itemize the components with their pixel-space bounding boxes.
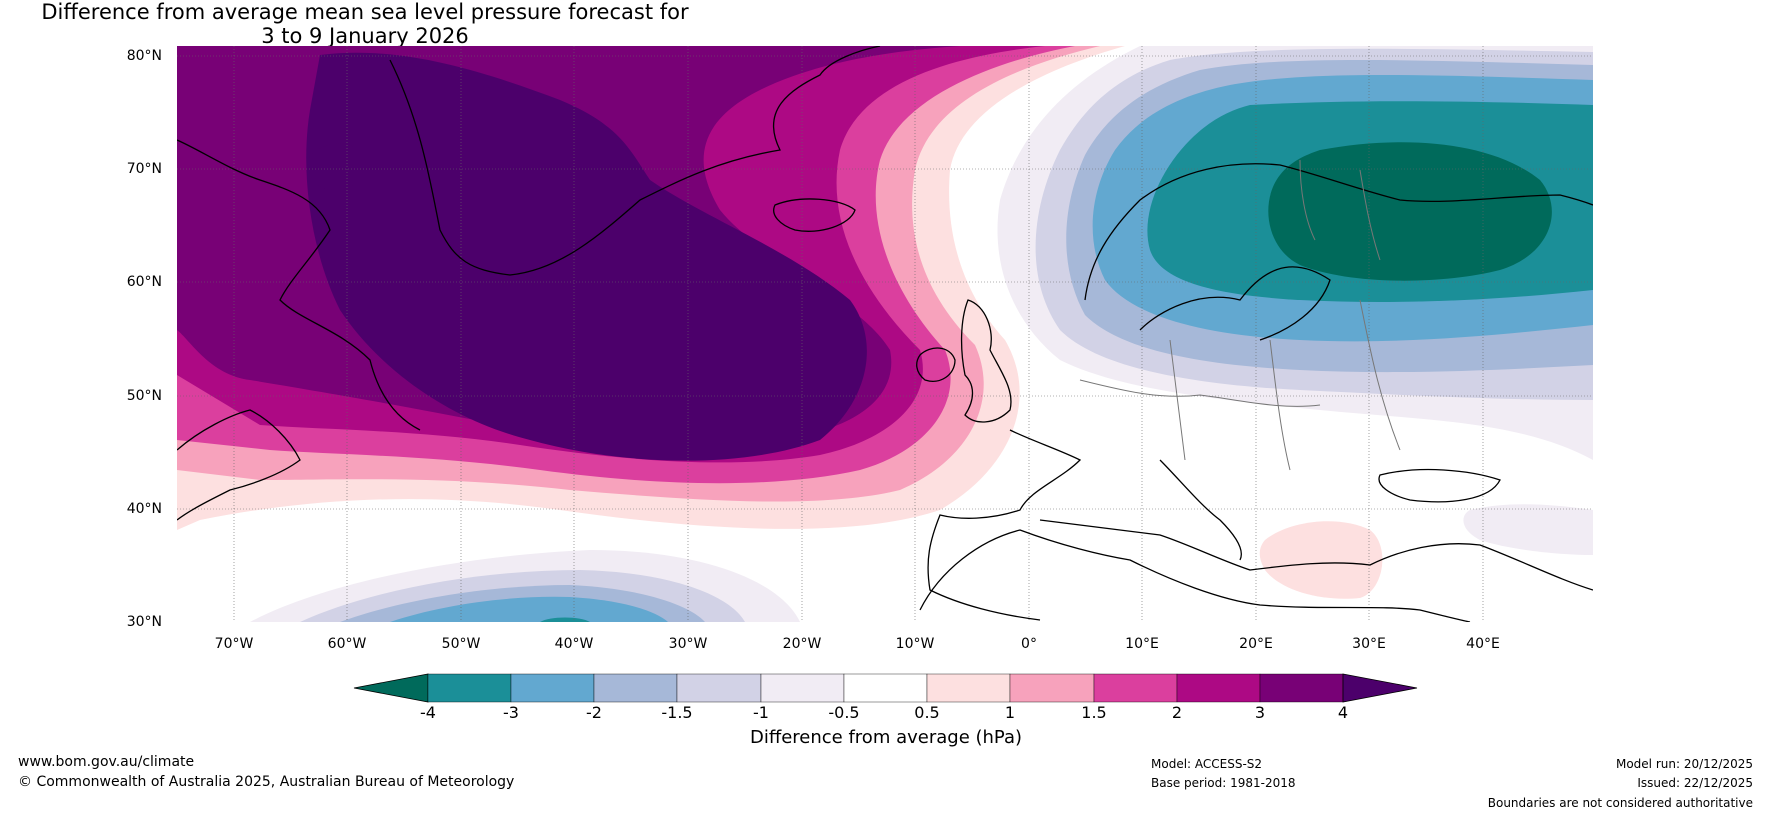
lat-label-60n: 60°N [126, 274, 162, 290]
coast-italy [1159, 459, 1242, 561]
colorbar-tick-3: -2 [586, 703, 602, 722]
colorbar-bin-10 [1176, 673, 1261, 703]
border-4 [1359, 299, 1401, 451]
footer-model-run: Model run: 20/12/2025 [1615, 757, 1753, 771]
colorbar-tick-6: -0.5 [828, 703, 860, 722]
footer-model: Model: ACCESS-S2 [1151, 757, 1263, 771]
lon-label-50w: 50°W [441, 636, 481, 652]
footer-website: www.bom.gov.au/climate [18, 754, 195, 770]
lon-label-10e: 10°E [1125, 636, 1159, 652]
lat-label-50n: 50°N [126, 388, 162, 404]
colorbar-bin-2 [510, 673, 595, 703]
colorbar-tick-7: 0.5 [914, 703, 940, 722]
coast-scandinavia [1084, 163, 1593, 301]
lon-label-40w: 40°W [554, 636, 594, 652]
contour-sub-neg-2 [390, 596, 668, 622]
contour-med-0.5 [1259, 521, 1383, 599]
colorbar-tick-12: 4 [1337, 703, 1349, 722]
coast-britain [960, 299, 1012, 423]
anomaly-contours [177, 46, 1593, 622]
lon-label-20e: 20°E [1239, 636, 1273, 652]
border-3 [1269, 339, 1291, 471]
footer-disclaimer: Boundaries are not considered authoritat… [1487, 796, 1753, 810]
coast-black-sea [1378, 468, 1501, 503]
lat-label-30n: 30°N [126, 614, 162, 630]
colorbar-tick-9: 1.5 [1081, 703, 1107, 722]
colorbar-bin-5 [760, 673, 845, 703]
lon-label-30w: 30°W [668, 636, 708, 652]
lon-label-30e: 30°E [1352, 636, 1386, 652]
lon-label-10w: 10°W [895, 636, 935, 652]
title-line-2: 3 to 9 January 2026 [261, 24, 469, 48]
coast-ireland [916, 347, 956, 382]
border-2 [1169, 339, 1186, 461]
lon-label-40e: 40°E [1466, 636, 1500, 652]
contour-neg-4 [1268, 142, 1552, 281]
lon-label-60w: 60°W [327, 636, 367, 652]
lon-label-0: 0° [1021, 636, 1037, 652]
colorbar-tick-10: 2 [1171, 703, 1183, 722]
colorbar-bin-9 [1093, 673, 1178, 703]
footer-issued: Issued: 22/12/2025 [1637, 776, 1753, 790]
lat-label-80n: 80°N [126, 48, 162, 64]
lat-label-70n: 70°N [126, 161, 162, 177]
border-1 [1079, 379, 1321, 407]
graticule [177, 46, 1593, 622]
coastlines [177, 46, 1593, 622]
coast-iceland [773, 198, 856, 232]
lat-label-40n: 40°N [126, 501, 162, 517]
coast-canada-arctic [177, 139, 421, 431]
lon-label-20w: 20°W [782, 636, 822, 652]
contour-4-north [308, 143, 366, 191]
contour-east-neg [1463, 504, 1593, 555]
map-title: Difference from average mean sea level p… [0, 0, 1770, 48]
coast-north-america [177, 409, 301, 521]
footer-base-period: Base period: 1981-2018 [1151, 776, 1296, 790]
title-line-1: Difference from average mean sea level p… [41, 0, 689, 24]
colorbar-label: Difference from average (hPa) [749, 727, 1023, 748]
country-borders [1079, 159, 1401, 471]
contour-4 [306, 52, 867, 461]
colorbar-over-triangle [1342, 673, 1418, 703]
footer-copyright: © Commonwealth of Australia 2025, Austra… [18, 774, 515, 790]
colorbar-bin-4 [676, 673, 762, 703]
border-6 [1299, 159, 1316, 241]
coast-europe-west [927, 429, 1082, 621]
colorbar-bin-8 [1009, 673, 1095, 703]
border-5 [1359, 169, 1381, 261]
colorbar-tick-11: 3 [1254, 703, 1266, 722]
lon-label-70w: 70°W [214, 636, 254, 652]
colorbar-bin-6 [843, 673, 928, 703]
coast-africa [919, 529, 1471, 622]
colorbar-bin-3 [593, 673, 678, 703]
coast-mediterranean [1039, 519, 1593, 591]
colorbar-bin-7 [926, 673, 1011, 703]
colorbar-tick-4: -1.5 [661, 703, 693, 722]
colorbar-tick-2: -3 [503, 703, 519, 722]
colorbar-tick-8: 1 [1004, 703, 1016, 722]
contour-sub-neg-3 [540, 617, 590, 622]
coast-baltic [1139, 266, 1331, 341]
colorbar-tick-1: -4 [420, 703, 436, 722]
colorbar-tick-5: -1 [753, 703, 769, 722]
coast-greenland [389, 46, 881, 276]
colorbar-under-triangle [353, 673, 429, 703]
colorbar-bin-11 [1259, 673, 1344, 703]
colorbar-bin-1 [427, 673, 512, 703]
